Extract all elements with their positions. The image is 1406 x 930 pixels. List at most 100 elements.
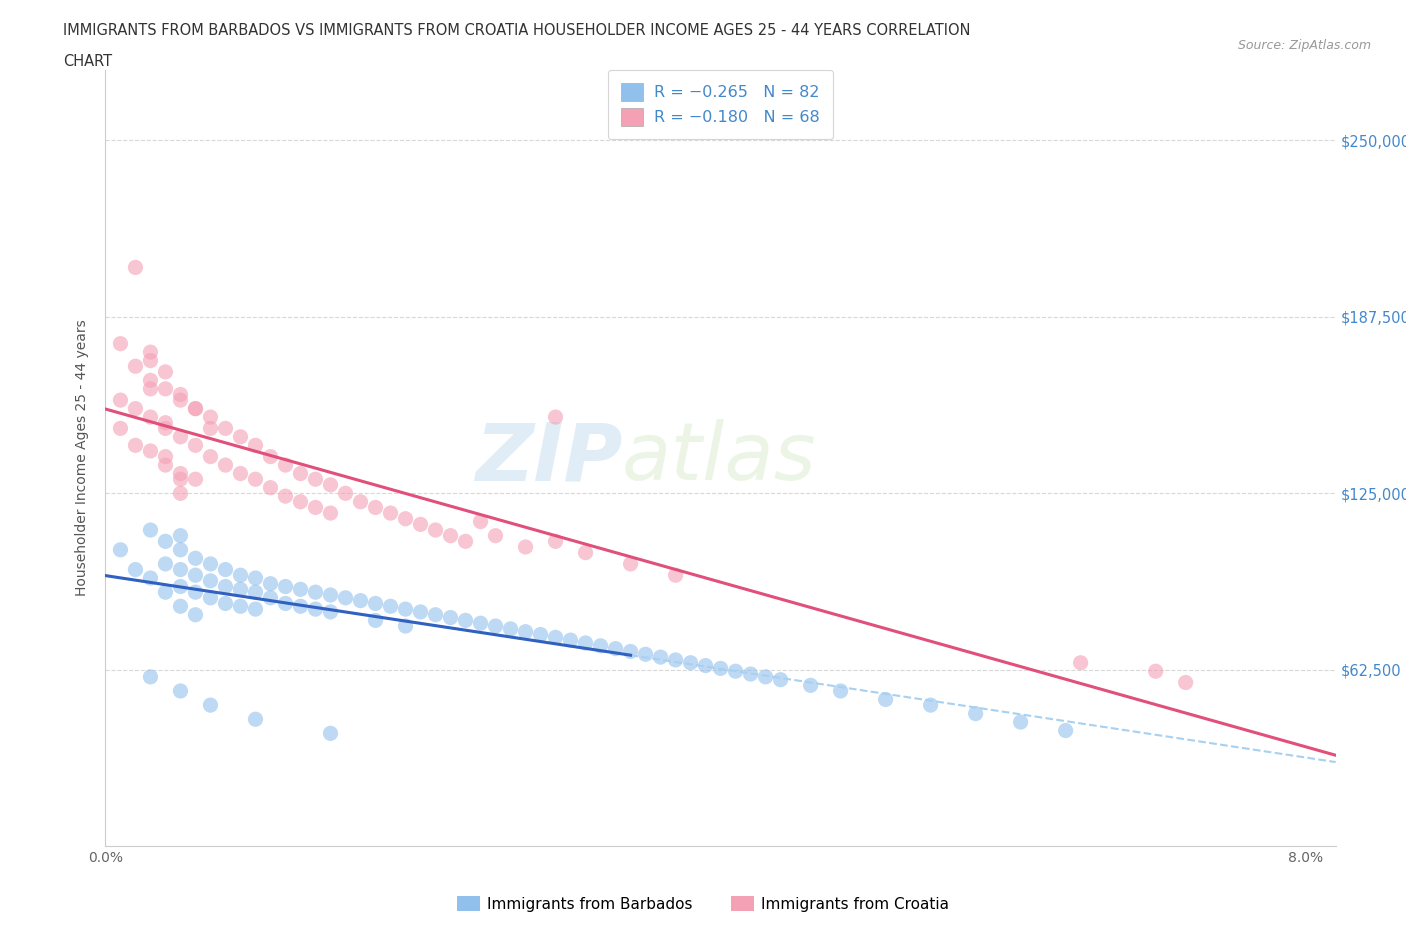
Point [349,593,371,608]
Point [319,588,342,603]
Point [274,458,297,472]
Point [139,571,162,586]
Point [409,604,432,619]
Point [184,472,207,486]
Point [1070,656,1092,671]
Point [184,568,207,583]
Point [290,466,312,481]
Point [214,596,236,611]
Point [259,577,281,591]
Point [110,421,132,436]
Point [920,698,942,712]
Point [574,635,596,650]
Point [169,579,191,594]
Point [304,602,326,617]
Point [589,638,612,653]
Point [110,337,132,352]
Point [155,365,177,379]
Point [544,409,567,424]
Point [664,568,686,583]
Point [200,421,222,436]
Point [200,591,222,605]
Point [274,596,297,611]
Point [110,542,132,557]
Point [245,438,267,453]
Point [200,698,222,712]
Point [214,458,236,472]
Y-axis label: Householder Income Ages 25 - 44 years: Householder Income Ages 25 - 44 years [76,320,90,596]
Point [319,506,342,521]
Point [200,556,222,571]
Point [229,466,252,481]
Point [529,627,551,642]
Point [229,430,252,445]
Point [605,641,627,656]
Point [664,653,686,668]
Point [574,545,596,560]
Point [619,644,641,658]
Point [229,599,252,614]
Point [650,650,672,665]
Point [139,670,162,684]
Point [155,381,177,396]
Point [155,449,177,464]
Text: ZIP: ZIP [475,419,621,497]
Point [724,664,747,679]
Point [169,466,191,481]
Point [245,602,267,617]
Point [214,421,236,436]
Point [124,438,146,453]
Point [304,585,326,600]
Point [769,672,792,687]
Point [245,585,267,600]
Text: atlas: atlas [621,419,817,497]
Point [155,556,177,571]
Point [139,353,162,368]
Point [965,706,987,721]
Text: CHART: CHART [63,54,112,69]
Point [155,585,177,600]
Point [304,500,326,515]
Point [319,726,342,741]
Point [364,500,387,515]
Point [290,599,312,614]
Point [139,523,162,538]
Point [710,661,733,676]
Point [560,632,582,647]
Point [169,684,191,698]
Point [200,574,222,589]
Point [259,591,281,605]
Point [470,616,492,631]
Point [1144,664,1167,679]
Point [139,409,162,424]
Point [110,392,132,407]
Point [1054,724,1077,738]
Point [214,562,236,577]
Point [124,401,146,416]
Point [335,591,357,605]
Point [439,528,461,543]
Point [364,613,387,628]
Point [124,562,146,577]
Point [454,534,477,549]
Point [290,495,312,510]
Point [124,260,146,275]
Point [394,618,416,633]
Point [169,485,191,500]
Point [169,392,191,407]
Point [259,480,281,495]
Point [169,528,191,543]
Point [544,534,567,549]
Point [425,523,447,538]
Legend: Immigrants from Barbados, Immigrants from Croatia: Immigrants from Barbados, Immigrants fro… [450,889,956,918]
Point [335,485,357,500]
Point [380,599,402,614]
Point [169,599,191,614]
Point [515,539,537,554]
Point [139,373,162,388]
Point [740,667,762,682]
Point [409,517,432,532]
Point [200,449,222,464]
Point [515,624,537,639]
Point [155,534,177,549]
